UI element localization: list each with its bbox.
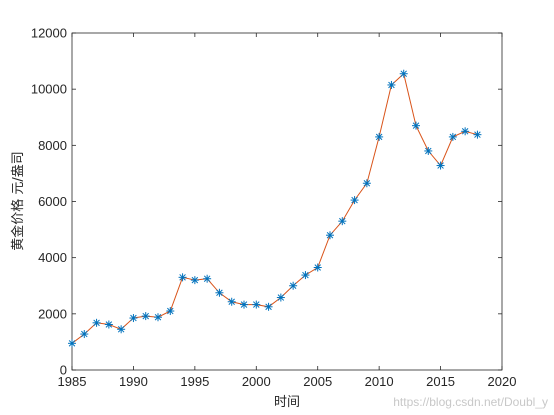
data-point: [326, 231, 334, 240]
data-point: [203, 274, 212, 283]
data-point: [166, 307, 175, 316]
y-tick-label: 2000: [38, 306, 67, 321]
y-tick-label: 10000: [31, 82, 67, 97]
data-point: [129, 314, 138, 323]
y-axis-label: 黄金价格 元/盎司: [10, 151, 26, 251]
series-line: [71, 72, 478, 344]
x-tick-label: 2015: [426, 374, 455, 389]
y-tick-label: 6000: [38, 194, 67, 209]
y-axis: 0 2000 4000 6000 8000 10000 12000: [31, 26, 502, 378]
x-axis: 1985 1990 1995 2000 2005 2010 2015 2020: [58, 33, 517, 389]
data-point: [375, 132, 384, 141]
plot-area: [71, 32, 503, 371]
data-point: [104, 320, 113, 329]
data-point: [436, 161, 445, 170]
data-point: [448, 132, 457, 141]
data-point: [227, 297, 236, 306]
data-point: [252, 300, 261, 309]
data-point: [289, 281, 298, 290]
data-point: [80, 330, 89, 339]
data-point: [92, 318, 101, 327]
y-tick-label: 8000: [38, 138, 67, 153]
x-tick-label: 2010: [365, 374, 394, 389]
data-point: [412, 121, 420, 130]
data-point: [338, 217, 347, 226]
data-point: [141, 312, 150, 321]
data-point: [68, 339, 76, 348]
data-point: [154, 313, 162, 322]
data-point: [461, 127, 470, 136]
x-tick-label: 2005: [303, 374, 332, 389]
data-point: [190, 276, 199, 285]
data-point: [117, 325, 126, 334]
y-tick-label: 0: [60, 363, 67, 378]
y-tick-label: 12000: [31, 26, 67, 41]
data-point: [276, 293, 285, 302]
x-tick-label: 1985: [58, 374, 87, 389]
data-point: [301, 271, 310, 280]
x-axis-label: 时间: [274, 395, 300, 410]
watermark: https://blog.csdn.net/Doubl_y: [393, 395, 548, 409]
x-tick-label: 2000: [242, 374, 271, 389]
y-tick-label: 4000: [38, 250, 67, 265]
data-point: [424, 146, 433, 155]
x-tick-label: 1990: [119, 374, 148, 389]
data-point: [399, 69, 408, 78]
data-point: [387, 80, 396, 89]
data-point: [264, 302, 273, 311]
data-point: [362, 179, 371, 188]
data-point: [473, 130, 482, 139]
series-layer: [68, 69, 482, 348]
plot-frame: [71, 32, 503, 371]
data-point: [240, 300, 248, 309]
data-point: [178, 273, 187, 282]
data-point: [350, 196, 359, 205]
x-tick-label: 2020: [488, 374, 517, 389]
data-point: [215, 288, 224, 297]
x-tick-label: 1995: [180, 374, 209, 389]
data-point: [313, 263, 322, 272]
